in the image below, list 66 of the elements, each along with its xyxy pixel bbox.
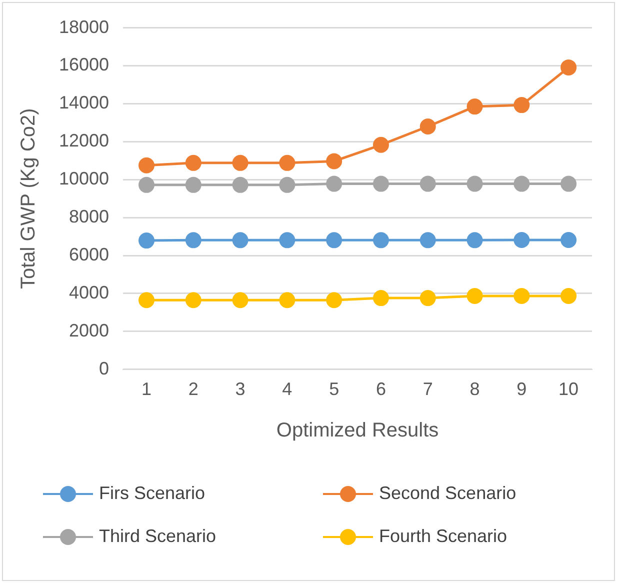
point (560, 288, 577, 304)
x-tick-label: 1 (141, 379, 152, 400)
point (185, 292, 202, 308)
point (514, 232, 530, 248)
point (326, 176, 342, 192)
x-tick-label: 4 (282, 379, 292, 400)
point (420, 232, 436, 248)
x-tick-label: 3 (235, 379, 246, 400)
point (185, 232, 202, 248)
legend-label: Firs Scenario (99, 483, 206, 504)
point (466, 176, 483, 192)
point (514, 176, 530, 192)
point (279, 232, 296, 248)
point (279, 176, 296, 193)
point (185, 154, 202, 171)
point (232, 292, 248, 308)
y-tick-label: 6000 (69, 244, 110, 264)
point (232, 232, 248, 248)
point (466, 98, 483, 115)
x-tick-label: 9 (516, 379, 527, 400)
point (232, 176, 248, 193)
point (185, 176, 202, 193)
point (560, 232, 577, 248)
point (326, 153, 342, 170)
point (232, 154, 248, 171)
x-tick-label: 5 (329, 379, 340, 400)
point (279, 292, 296, 308)
point (420, 176, 436, 192)
point (138, 176, 154, 193)
point (326, 292, 342, 308)
point (514, 288, 530, 304)
y-tick-label: 10000 (58, 168, 110, 189)
point (372, 136, 389, 153)
legend-label: Fourth Scenario (379, 526, 508, 547)
y-tick-label: 2000 (69, 320, 110, 340)
y-tick-label: 0 (99, 358, 110, 378)
x-tick-label: 6 (376, 379, 386, 400)
x-tick-label: 8 (470, 379, 480, 400)
point (560, 59, 577, 76)
legend-label: Second Scenario (379, 483, 516, 504)
point (560, 176, 577, 192)
point (466, 288, 483, 304)
y-tick-label: 8000 (69, 206, 110, 227)
legend-label: Third Scenario (99, 526, 216, 547)
x-tick-label: 7 (422, 379, 433, 400)
point (466, 232, 483, 248)
point (420, 118, 436, 134)
y-tick-label: 12000 (58, 130, 110, 151)
point (372, 290, 389, 306)
point (514, 97, 530, 114)
y-tick-label: 14000 (58, 92, 110, 113)
y-tick-label: 18000 (58, 16, 110, 37)
y-tick-label: 4000 (69, 282, 110, 302)
x-tick-label: 10 (558, 379, 579, 400)
point (138, 157, 154, 174)
point (138, 292, 154, 308)
y-axis-title: Total GWP (Kg Co2) (18, 108, 40, 290)
x-axis-title: Optimized Results (276, 420, 439, 442)
y-tick-label: 16000 (58, 54, 110, 75)
point (420, 290, 436, 306)
point (138, 232, 154, 249)
point (372, 176, 389, 192)
x-tick-label: 2 (188, 379, 198, 400)
point (326, 232, 342, 248)
point (372, 232, 389, 248)
point (279, 154, 296, 171)
